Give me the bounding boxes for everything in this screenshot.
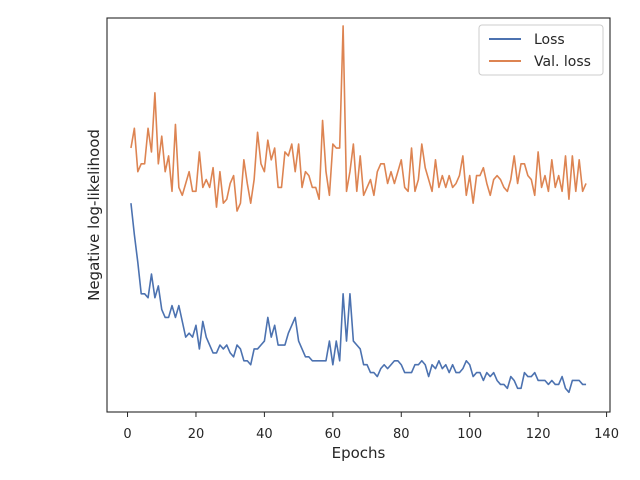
- legend-label-loss: Loss: [534, 32, 565, 48]
- x-tick-label: 40: [256, 427, 273, 442]
- plot-frame: [106, 17, 611, 413]
- series-line-loss: [130, 203, 587, 394]
- y-axis-label: Negative log-likelihood: [85, 129, 103, 301]
- series-line-val-loss: [130, 25, 587, 212]
- x-axis-label: Epochs: [332, 444, 386, 462]
- legend-label-val-loss: Val. loss: [534, 54, 591, 70]
- series-layer: [130, 25, 587, 394]
- x-tick-label: 0: [123, 427, 131, 442]
- x-tick-label: 20: [188, 427, 205, 442]
- x-tick-label: 140: [594, 427, 619, 442]
- x-axis: 0 20 40 60 80 100 120 140: [123, 412, 619, 442]
- x-tick-label: 100: [457, 427, 482, 442]
- x-tick-label: 120: [526, 427, 551, 442]
- plot-background: [107, 18, 610, 412]
- legend: Loss Val. loss: [478, 24, 604, 76]
- legend-box: [478, 24, 604, 76]
- x-tick-label: 60: [325, 427, 342, 442]
- x-tick-label: 80: [393, 427, 410, 442]
